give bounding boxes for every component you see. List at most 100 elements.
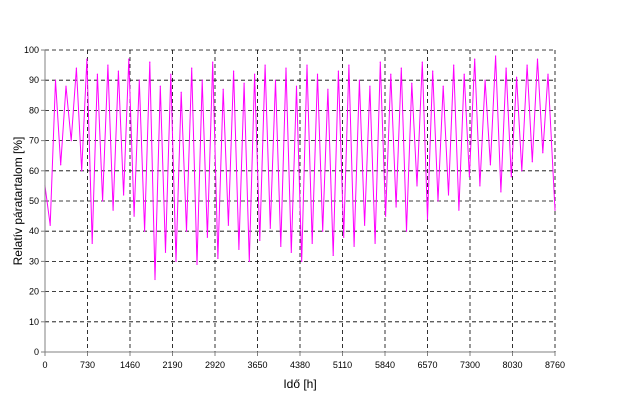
y-tick-label: 50: [29, 196, 39, 206]
series-point: [316, 73, 319, 75]
series-point: [526, 64, 528, 66]
x-tick-label: 1460: [120, 360, 140, 370]
series-point: [453, 64, 455, 66]
x-tick-label: 4380: [290, 360, 310, 370]
series-point: [290, 251, 292, 253]
y-tick-label: 90: [29, 75, 39, 85]
series-point: [358, 79, 360, 81]
series-point: [332, 254, 334, 256]
series-point: [222, 88, 224, 90]
x-tick-label: 8760: [545, 360, 565, 370]
series-point: [395, 206, 397, 208]
series-point: [144, 230, 146, 232]
series-point: [301, 260, 303, 262]
series-point: [248, 260, 250, 262]
series-point: [426, 218, 429, 220]
series-point: [233, 70, 235, 72]
series-point: [411, 82, 413, 84]
series-point: [123, 194, 125, 196]
series-point: [70, 140, 72, 142]
series-point: [468, 176, 470, 178]
x-tick-label: 5840: [375, 360, 395, 370]
series-point: [96, 73, 98, 75]
series-point: [484, 79, 486, 81]
series-point: [442, 85, 444, 87]
series-point: [206, 236, 208, 238]
series-point: [175, 260, 177, 262]
series-point: [322, 230, 324, 232]
series-point: [295, 85, 298, 87]
x-tick-label: 0: [42, 360, 47, 370]
series-point: [185, 230, 188, 232]
series-point: [311, 242, 313, 244]
series-point: [531, 161, 533, 163]
y-tick-label: 30: [29, 256, 39, 266]
series-point: [405, 230, 408, 232]
series-point: [91, 242, 93, 244]
series-point: [369, 85, 371, 87]
series-point: [516, 76, 518, 78]
series-point: [254, 73, 256, 75]
series-point: [138, 79, 140, 81]
series-point: [510, 176, 512, 178]
y-tick-label: 60: [29, 166, 39, 176]
series-point: [264, 64, 266, 66]
y-axis-label: Relatív páratartalom [%]: [11, 137, 25, 266]
series-point: [547, 73, 549, 75]
series-point: [348, 64, 350, 66]
series-point: [463, 73, 465, 75]
y-tick-label: 100: [24, 45, 39, 55]
series-point: [154, 278, 156, 281]
series-point: [521, 170, 523, 172]
series-point: [353, 245, 355, 247]
series-point: [212, 61, 214, 63]
series-point: [458, 209, 460, 211]
series-point: [274, 79, 277, 81]
series-point: [489, 164, 491, 166]
series-point: [280, 245, 282, 247]
series-point: [306, 64, 308, 66]
x-tick-label: 730: [80, 360, 95, 370]
series-point: [217, 257, 219, 259]
y-tick-label: 70: [29, 136, 39, 146]
series-point: [437, 200, 439, 202]
series-point: [269, 227, 271, 229]
x-axis-ticks: 0 730 1460 2190 2920 3650 4380 5110 5840 6570 7300…: [42, 352, 565, 370]
series-point: [416, 185, 418, 187]
y-tick-label: 80: [29, 105, 39, 115]
series-point: [54, 79, 57, 81]
series-point: [390, 73, 392, 75]
series-point: [432, 70, 434, 72]
x-tick-label: 8030: [502, 360, 522, 370]
series-point: [536, 58, 539, 60]
series-point: [364, 224, 366, 226]
series-point: [164, 251, 167, 253]
series-point: [201, 79, 203, 81]
series-point: [447, 194, 450, 196]
series-point: [112, 209, 114, 211]
series-point: [159, 85, 161, 87]
series-point: [343, 236, 345, 238]
y-tick-label: 10: [29, 317, 39, 327]
series-point: [49, 224, 51, 226]
series-point: [337, 70, 339, 72]
series-point: [128, 58, 130, 60]
series-point: [191, 67, 193, 69]
series-point: [65, 85, 67, 87]
series-point: [479, 185, 481, 187]
x-tick-label: 6570: [417, 360, 437, 370]
x-axis-label: Idő [h]: [283, 377, 316, 391]
series-point: [117, 70, 119, 72]
x-tick-label: 2920: [205, 360, 225, 370]
series-point: [196, 263, 198, 265]
series-point: [75, 67, 77, 69]
series-point: [243, 82, 245, 84]
series-point: [474, 58, 476, 60]
series-point: [505, 67, 507, 69]
series-point: [180, 91, 182, 93]
y-tick-label: 40: [29, 226, 39, 236]
series-point: [86, 58, 88, 60]
y-axis-ticks: 0 10 20 30 40 50 60 70 80 90 100: [24, 45, 45, 357]
series-point: [107, 64, 109, 66]
